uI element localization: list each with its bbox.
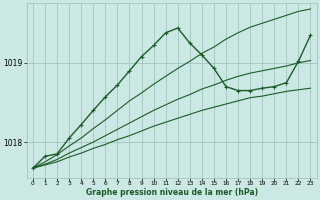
X-axis label: Graphe pression niveau de la mer (hPa): Graphe pression niveau de la mer (hPa) <box>86 188 258 197</box>
